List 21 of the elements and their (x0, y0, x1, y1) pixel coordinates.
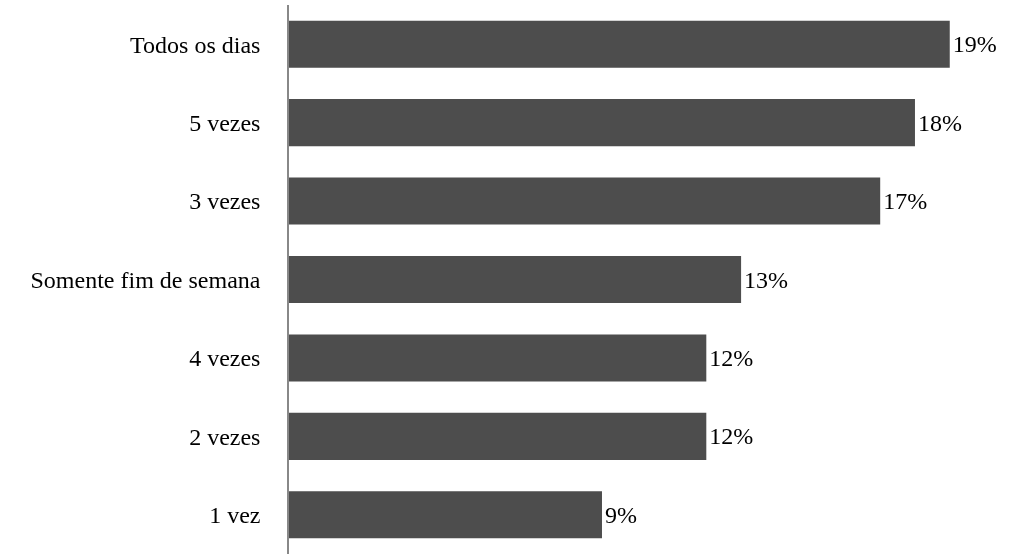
bar (289, 99, 915, 147)
data-label: 17% (883, 188, 928, 215)
bar (289, 491, 602, 539)
data-label: 9% (604, 501, 637, 528)
y-tick-label: Somente fim de semana (30, 266, 261, 293)
bar (289, 20, 950, 68)
y-tick-label: 2 vezes (189, 423, 261, 450)
bar (289, 255, 742, 304)
bar (289, 177, 881, 225)
data-label: 12% (709, 423, 754, 450)
data-label: 12% (709, 344, 754, 371)
data-label: 18% (917, 109, 962, 136)
y-tick-label: 1 vez (209, 502, 261, 529)
bar (289, 334, 707, 382)
y-tick-label: 4 vezes (189, 345, 261, 372)
data-label: 19% (952, 31, 997, 58)
y-tick-label: 5 vezes (189, 110, 261, 137)
bar (289, 412, 707, 460)
y-tick-label: Todos os dias (130, 31, 261, 58)
data-label: 13% (744, 266, 789, 293)
y-tick-label: 3 vezes (189, 188, 261, 215)
